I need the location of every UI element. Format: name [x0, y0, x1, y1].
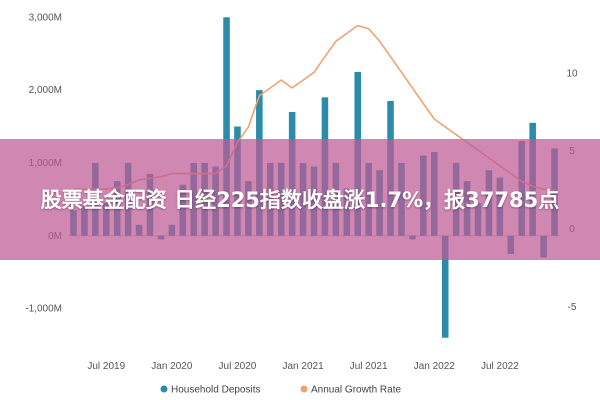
y-right-tick-label: -5 — [568, 302, 577, 313]
legend: Household Deposits Annual Growth Rate — [160, 385, 401, 396]
x-tick-label: Jan 2022 — [414, 361, 456, 372]
x-tick-label: Jul 2021 — [350, 361, 388, 372]
y-right-tick-label: 10 — [566, 68, 578, 79]
x-tick-label: Jan 2021 — [282, 361, 324, 372]
y-left-tick-label: 2,000M — [29, 85, 62, 96]
legend-swatch-annual-growth-rate — [300, 385, 308, 393]
headline-text: 股票基金配资 日经225指数收盘涨1.7%，报37785点 — [40, 187, 560, 212]
y-left-tick-label: 3,000M — [29, 12, 62, 23]
bar — [441, 235, 449, 338]
legend-label-household-deposits: Household Deposits — [171, 385, 261, 396]
legend-label-annual-growth-rate: Annual Growth Rate — [311, 385, 401, 396]
y-left-tick-label: -1,000M — [25, 304, 62, 315]
legend-swatch-household-deposits — [160, 385, 168, 393]
headline-banner: 股票基金配资 日经225指数收盘涨1.7%，报37785点 — [0, 139, 600, 260]
x-tick-label: Jul 2022 — [481, 361, 519, 372]
x-tick-label: Jul 2020 — [219, 361, 257, 372]
bar — [223, 17, 230, 236]
x-tick-label: Jul 2019 — [87, 361, 125, 372]
x-tick-label: Jan 2020 — [151, 361, 193, 372]
x-axis: Jul 2019 Jan 2020 Jul 2020 Jan 2021 Jul 2021… — [87, 361, 519, 372]
